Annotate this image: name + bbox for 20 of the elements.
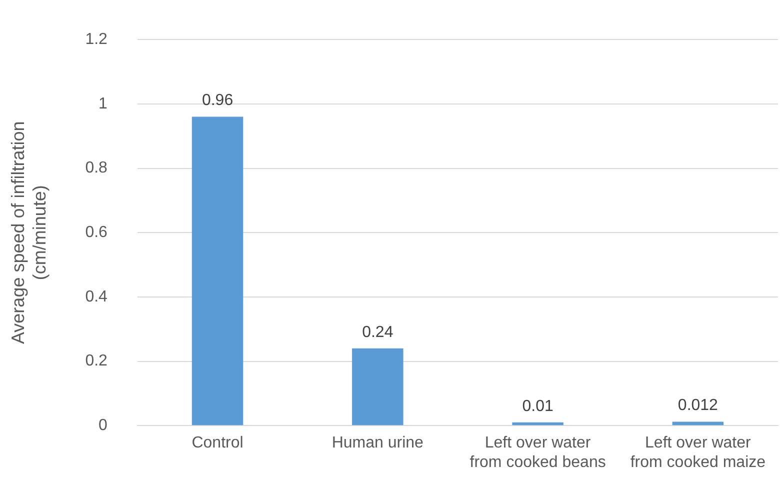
x-tick-label: Control [192,434,244,452]
x-tick-label: Left over water from cooked beans [470,434,606,471]
y-tick-label: 0.4 [85,288,108,306]
y-tick-label: 0.8 [85,160,108,177]
y-tick-label: 0 [98,417,108,434]
bar [512,422,564,426]
y-axis-title: Average speed of infiltration (cm/minute) [8,121,50,344]
data-label: 0.012 [678,397,718,414]
bar [352,348,404,426]
y-tick-label: 0.6 [85,224,108,242]
data-label: 0.96 [202,92,234,110]
data-label: 0.01 [522,398,554,415]
x-tick-label: Human urine [332,434,424,452]
y-tick-label: 1 [98,95,108,112]
data-label: 0.24 [362,324,394,341]
y-tick-label: 1.2 [85,31,108,48]
bar [672,422,724,426]
y-tick-label: 0.2 [85,352,108,370]
bar [192,116,244,426]
x-tick-label: Left over water from cooked maize [630,434,766,471]
